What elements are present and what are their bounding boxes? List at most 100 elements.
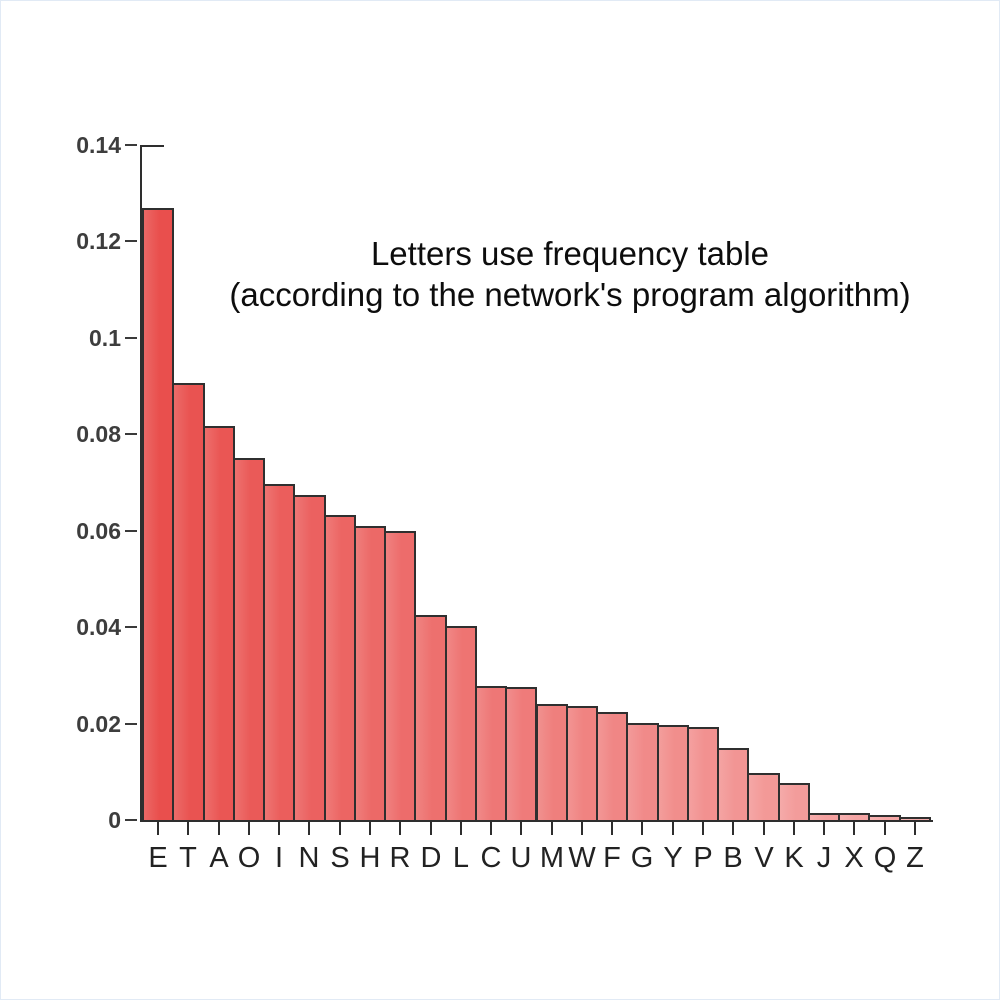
x-label-C: C: [480, 842, 502, 874]
bar-N: [293, 495, 326, 820]
y-tick-0-12: [125, 240, 137, 242]
x-label-D: D: [420, 842, 442, 874]
y-tick-label-0-02: 0.02: [76, 711, 121, 737]
y-tick-label-0-08: 0.08: [76, 421, 121, 447]
y-tick-0-14: [125, 144, 137, 146]
x-tick-C: [490, 822, 492, 835]
bar-W: [565, 706, 599, 820]
x-label-F: F: [603, 842, 621, 874]
bar-M: [535, 704, 568, 820]
x-label-J: J: [816, 842, 832, 874]
y-tick-label-0-06: 0.06: [76, 518, 121, 544]
x-tick-M: [551, 822, 553, 835]
bar-R: [384, 531, 417, 820]
bar-J: [807, 813, 841, 820]
x-tick-L: [460, 822, 462, 835]
x-tick-D: [430, 822, 432, 835]
bar-S: [323, 515, 356, 820]
chart-title-line2: (according to the network's program algo…: [229, 276, 911, 313]
x-label-Z: Z: [906, 842, 924, 874]
x-label-B: B: [723, 842, 743, 874]
x-tick-T: [187, 822, 189, 835]
y-tick-0: [125, 819, 137, 821]
bar-L: [444, 626, 477, 820]
x-label-G: G: [630, 842, 654, 874]
bar-A: [202, 426, 235, 820]
x-label-M: M: [539, 842, 565, 874]
x-tick-W: [581, 822, 583, 835]
bar-U: [505, 687, 538, 820]
x-label-U: U: [510, 842, 532, 874]
bar-X: [838, 813, 871, 820]
x-tick-U: [520, 822, 522, 835]
bar-Y: [656, 725, 689, 820]
x-tick-O: [248, 822, 250, 835]
y-tick-0-02: [125, 723, 137, 725]
y-tick-label-0: 0: [108, 807, 121, 833]
y-tick-0-1: [125, 337, 137, 339]
x-label-Q: Q: [873, 842, 897, 874]
x-label-S: S: [330, 842, 350, 874]
x-label-A: A: [209, 842, 229, 874]
bar-Z: [898, 817, 931, 820]
x-label-K: K: [784, 842, 804, 874]
x-tick-R: [399, 822, 401, 835]
x-tick-E: [157, 822, 159, 835]
x-tick-Q: [884, 822, 886, 835]
bar-V: [747, 773, 780, 820]
y-tick-0-06: [125, 530, 137, 532]
x-label-O: O: [237, 842, 261, 874]
y-tick-label-0-12: 0.12: [76, 228, 121, 254]
y-tick-0-08: [125, 433, 137, 435]
y-axis-top-cap: [140, 145, 164, 147]
bar-H: [353, 526, 387, 820]
x-label-N: N: [298, 842, 320, 874]
x-tick-G: [641, 822, 643, 835]
bar-C: [474, 686, 508, 820]
bar-I: [263, 484, 296, 820]
chart-title: Letters use frequency table (according t…: [150, 233, 990, 315]
bar-T: [172, 383, 205, 820]
x-label-L: L: [452, 842, 470, 874]
y-tick-0-04: [125, 626, 137, 628]
x-tick-X: [853, 822, 855, 835]
bar-G: [626, 723, 659, 820]
x-tick-B: [732, 822, 734, 835]
x-label-Y: Y: [663, 842, 683, 874]
x-tick-H: [369, 822, 371, 835]
y-tick-label-0-04: 0.04: [76, 614, 121, 640]
x-tick-F: [611, 822, 613, 835]
y-tick-label-0-1: 0.1: [89, 325, 121, 351]
x-tick-J: [823, 822, 825, 835]
x-label-E: E: [148, 842, 168, 874]
bar-K: [777, 783, 810, 820]
x-tick-V: [763, 822, 765, 835]
bar-B: [717, 748, 750, 820]
x-tick-S: [339, 822, 341, 835]
x-axis-line: [140, 820, 933, 822]
x-label-R: R: [389, 842, 411, 874]
x-label-P: P: [693, 842, 713, 874]
x-tick-P: [702, 822, 704, 835]
bar-O: [232, 458, 266, 820]
x-tick-N: [308, 822, 310, 835]
y-tick-label-0-14: 0.14: [76, 132, 121, 158]
chart-title-line1: Letters use frequency table: [370, 235, 770, 272]
x-tick-A: [218, 822, 220, 835]
x-tick-I: [278, 822, 280, 835]
x-label-T: T: [179, 842, 197, 874]
bar-F: [596, 712, 629, 820]
x-tick-K: [793, 822, 795, 835]
bar-P: [686, 727, 720, 820]
x-label-H: H: [359, 842, 381, 874]
x-tick-Y: [672, 822, 674, 835]
x-label-X: X: [844, 842, 864, 874]
x-label-V: V: [754, 842, 774, 874]
x-label-W: W: [568, 842, 596, 874]
y-axis-line: [140, 145, 142, 822]
bar-E: [142, 208, 175, 820]
x-tick-Z: [914, 822, 916, 835]
bar-D: [414, 615, 447, 820]
x-label-I: I: [274, 842, 284, 874]
